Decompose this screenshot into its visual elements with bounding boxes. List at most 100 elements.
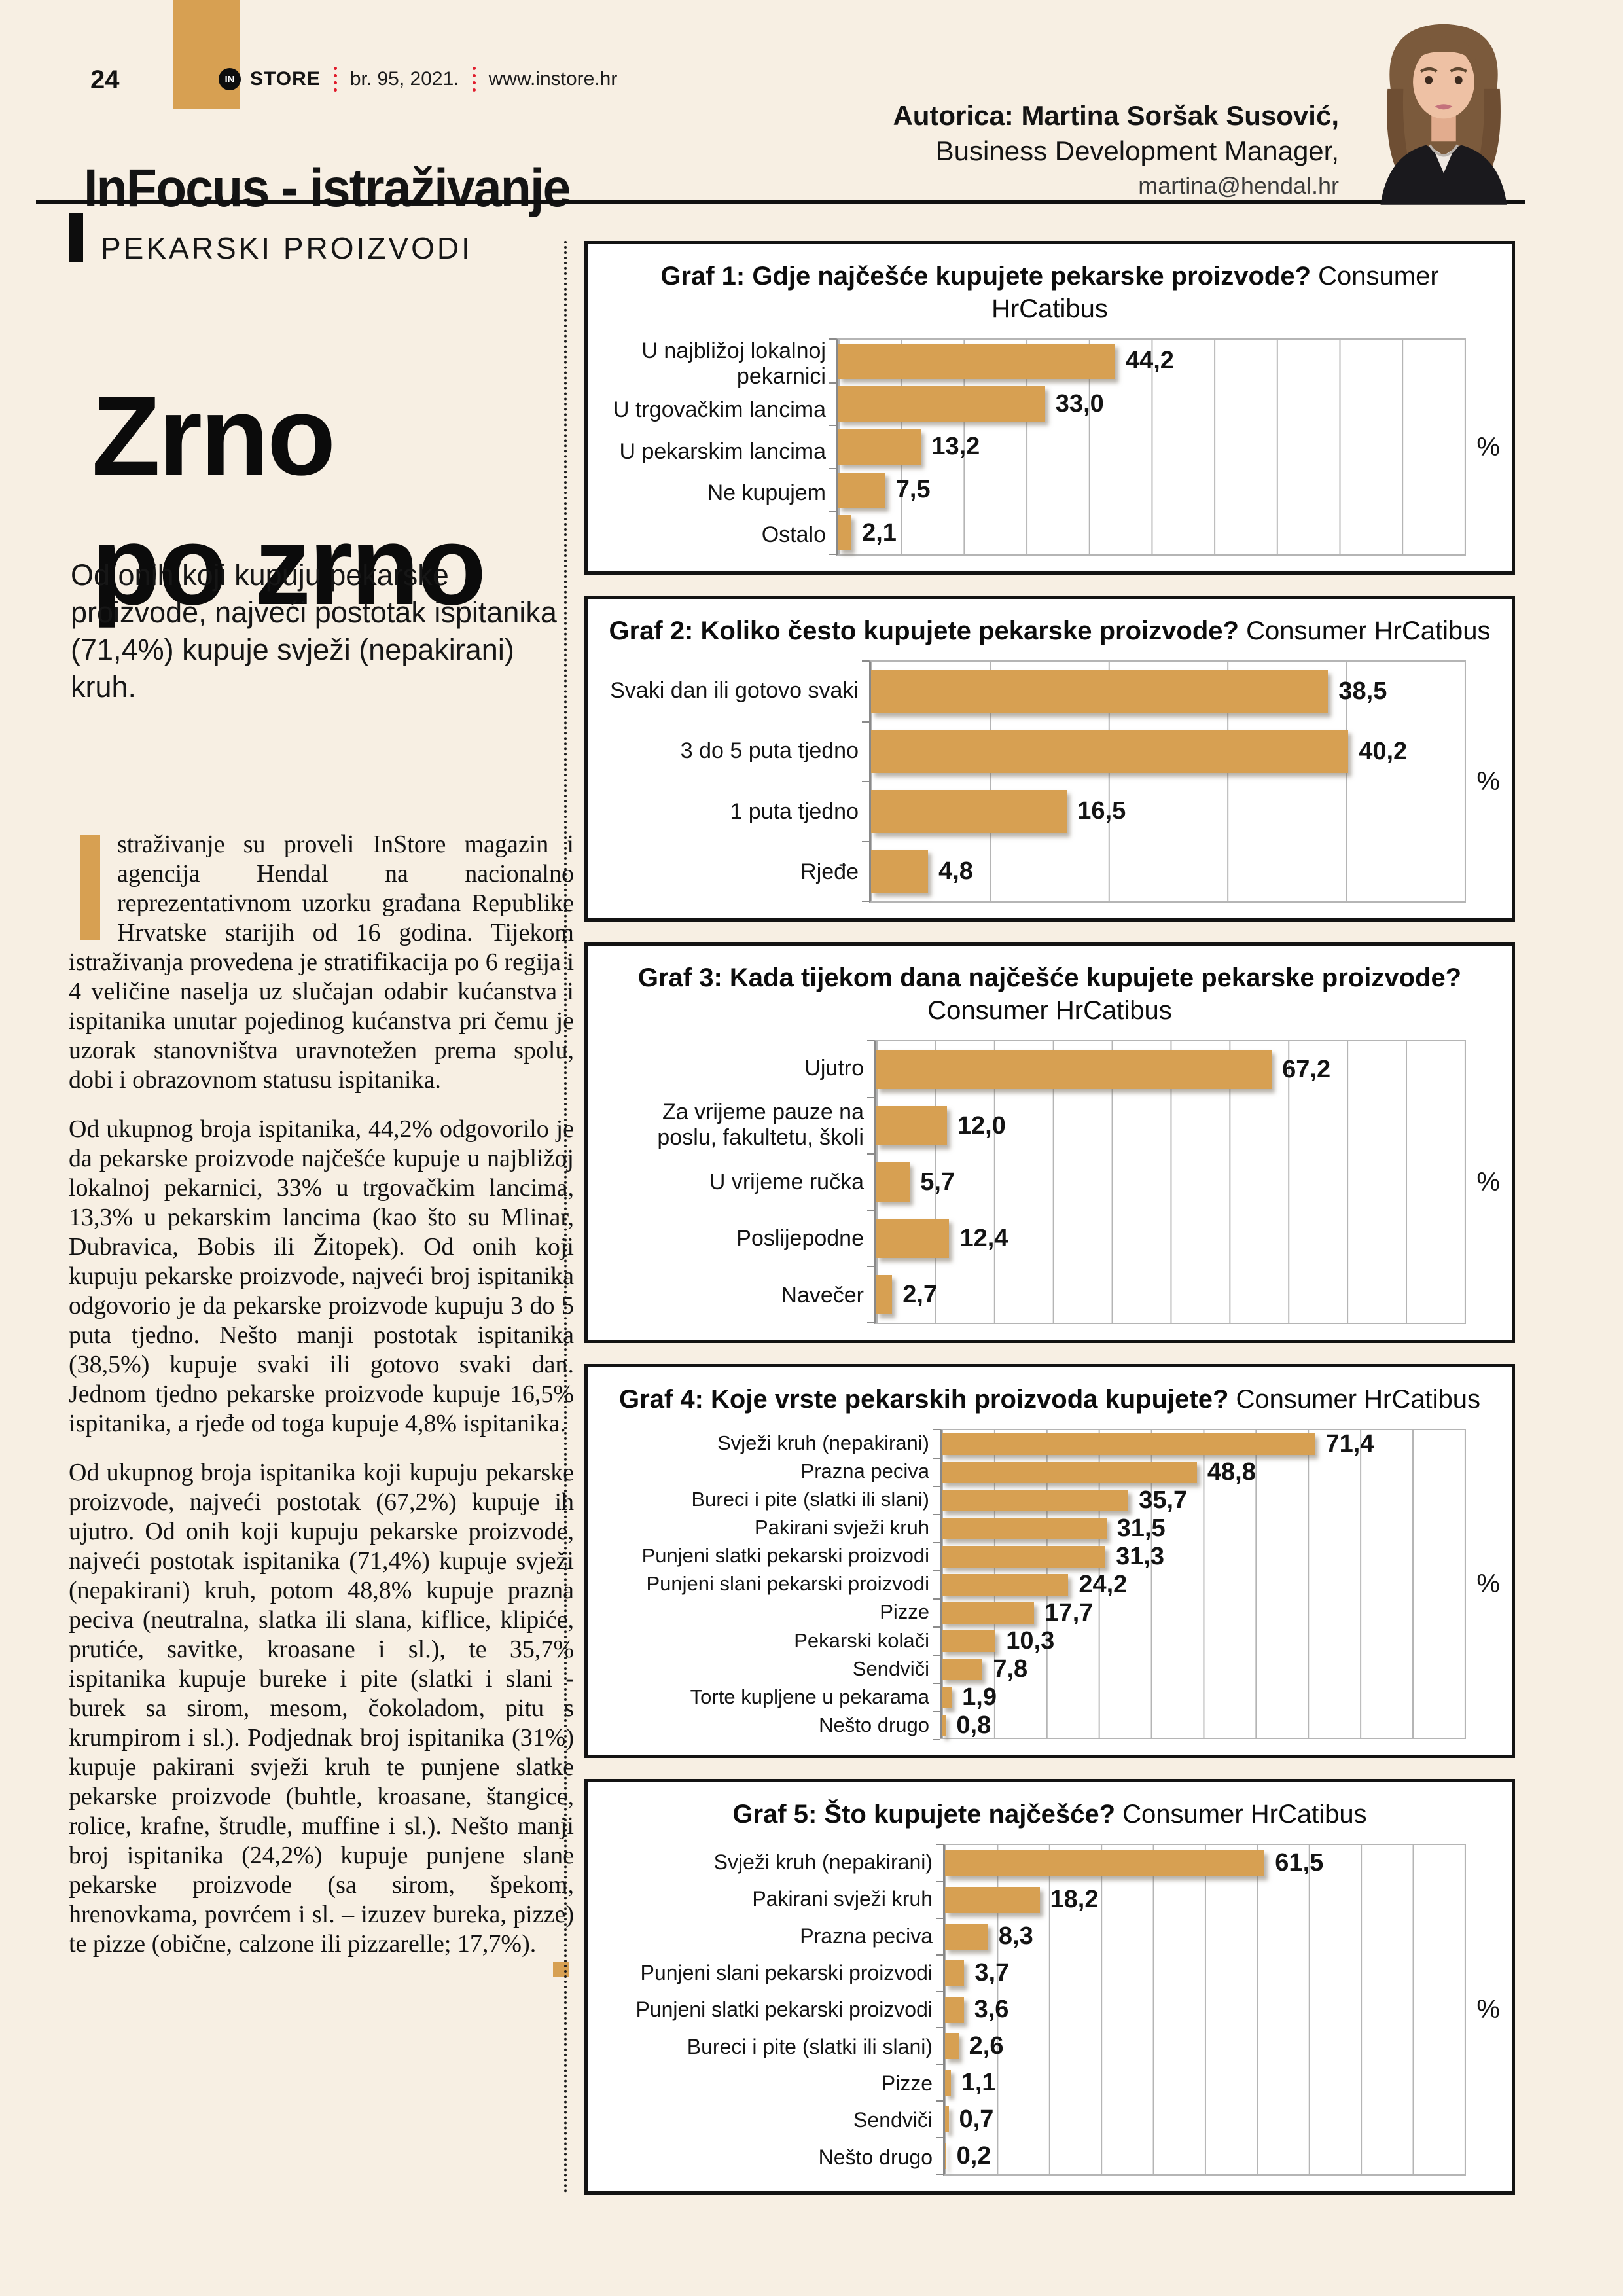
axis-tick [867,1210,874,1211]
chart-body: Svaki dan ili gotovo svaki 3 do 5 puta tj… [599,660,1500,905]
chart-title-source: Consumer HrCatibus [1122,1800,1367,1829]
category-label: Pizze [881,2071,933,2095]
category-label: Ne kupujem [707,480,826,506]
bar-row: 24,2 [933,1571,1465,1600]
value-label: 0,2 [956,2142,991,2170]
category-labels: Svaki dan ili gotovo svaki 3 do 5 puta tj… [599,660,869,903]
bar-row: 31,5 [933,1515,1465,1543]
category-label: Pakirani svježi kruh [752,1887,933,1911]
category-label: Svaki dan ili gotovo svaki [610,677,859,703]
bar [838,472,885,508]
value-label: 10,3 [1006,1627,1055,1655]
chart-title-source: Consumer HrCatibus [1246,617,1491,645]
article-title-line1: Zrno [92,372,336,499]
article-body: straživanje su proveli InStore magazin i… [69,830,574,1979]
category-label: Punjeni slatki pekarski proizvodi [635,1998,933,2022]
drop-cap-i [80,835,100,940]
axis-tick [933,1570,940,1571]
bar [942,1433,1315,1455]
value-label: 33,0 [1055,389,1104,418]
chart-graf-1: Graf 1: Gdje najčešće kupujete pekarske … [584,241,1515,575]
bar-row: 8,3 [936,1918,1465,1956]
category-labels: Svježi kruh (nepakirani) Pakirani svježi … [599,1844,943,2176]
value-label: 71,4 [1325,1430,1374,1458]
bar-row: 17,7 [933,1599,1465,1628]
bar [945,2070,951,2096]
bar [871,670,1329,713]
bar-row: 1,1 [936,2064,1465,2102]
bar-row: 3,6 [936,1992,1465,2029]
category-label: Punjeni slani pekarski proizvodi [640,1960,933,1984]
bar-row: 0,8 [933,1712,1465,1740]
value-label: 16,5 [1077,797,1126,825]
chart-graf-2: Graf 2: Koliko često kupujete pekarske p… [584,596,1515,922]
axis-tick [933,1486,940,1487]
axis-tick [933,1458,940,1459]
axis-tick [936,1954,943,1956]
value-label: 2,7 [902,1280,938,1308]
bar [945,1960,965,1986]
website-url: www.instore.hr [488,68,618,90]
axis-tick [867,1097,874,1098]
category-label: Bureci i pite (slatki ili slani) [691,1488,930,1511]
category-label: Ujutro [804,1056,864,1081]
axis-tick [933,1739,940,1740]
bar [876,1106,947,1145]
axis-tick [867,1266,874,1267]
bar [942,1574,1069,1596]
bar-row: 40,2 [862,722,1465,782]
category-label: Za vrijeme pauze na poslu, fakultetu, šk… [657,1100,864,1151]
bar [942,1490,1129,1511]
bar-row: 7,5 [829,469,1465,512]
instore-logo: IN STORE br. 95, 2021. www.instore.hr [219,67,617,92]
category-label: U trgovačkim lancima [613,397,826,422]
axis-tick [936,2100,943,2102]
category-label: Nešto drugo [818,2145,933,2169]
value-label: 4,8 [938,857,973,885]
logo-in-circle-icon: IN [219,68,241,90]
chart-title-source: Consumer HrCatibus [991,262,1439,323]
bar [876,1275,893,1314]
value-label: 38,5 [1338,677,1387,706]
value-label: 24,2 [1079,1571,1128,1598]
body-paragraph-2: Od ukupnog broja ispitanika, 44,2% odgov… [69,1115,574,1439]
percent-axis-label: % [1476,1167,1500,1196]
bar-row: 12,4 [867,1210,1465,1267]
article-title-line2: po zrno [92,502,486,628]
category-label: Rjeđe [800,859,859,885]
value-label: 1,1 [961,2068,996,2096]
bar [942,1462,1197,1483]
value-label: 3,7 [974,1959,1010,1987]
bar [942,1687,952,1708]
bar-row: 18,2 [936,1882,1465,1919]
bar [871,730,1349,774]
category-label: Prazna peciva [800,1924,933,1948]
article-title: Zrno po zrno [92,371,486,630]
chart-body: U najbližoj lokalnoj pekarnici U trgovačk… [599,338,1500,558]
category-label: Svježi kruh (nepakirani) [713,1850,933,1874]
value-label: 2,6 [969,2032,1004,2060]
bar [876,1219,950,1258]
chart-graf-4: Graf 4: Koje vrste pekarskih proizvoda k… [584,1364,1515,1758]
chart-title-question: Graf 2: Koliko često kupujete pekarske p… [609,617,1239,645]
axis-tick [829,425,836,427]
chart-title-source: Consumer HrCatibus [1236,1385,1480,1414]
bar-row: 2,6 [936,2028,1465,2066]
bar [942,1518,1107,1539]
bar-row: 3,7 [936,1955,1465,1992]
header-accent-band [173,0,240,109]
bar [945,2033,959,2060]
bar [876,1162,910,1202]
dotted-separator [333,67,337,92]
bar [838,343,1115,379]
chart-title: Graf 5: Što kupujete najčešće? Consumer … [599,1798,1500,1831]
paragraph-text: Od ukupnog broja ispitanika koji kupuju … [69,1459,574,1958]
axis-tick [933,1655,940,1656]
bar-row: 16,5 [862,781,1465,842]
category-label: Ostalo [761,522,826,547]
bar [876,1050,1272,1089]
category-labels: U najbližoj lokalnoj pekarnici U trgovačk… [599,338,836,556]
value-label: 61,5 [1275,1849,1324,1877]
section-title: InFocus - istraživanje [84,158,571,218]
bar-row: 31,3 [933,1543,1465,1571]
